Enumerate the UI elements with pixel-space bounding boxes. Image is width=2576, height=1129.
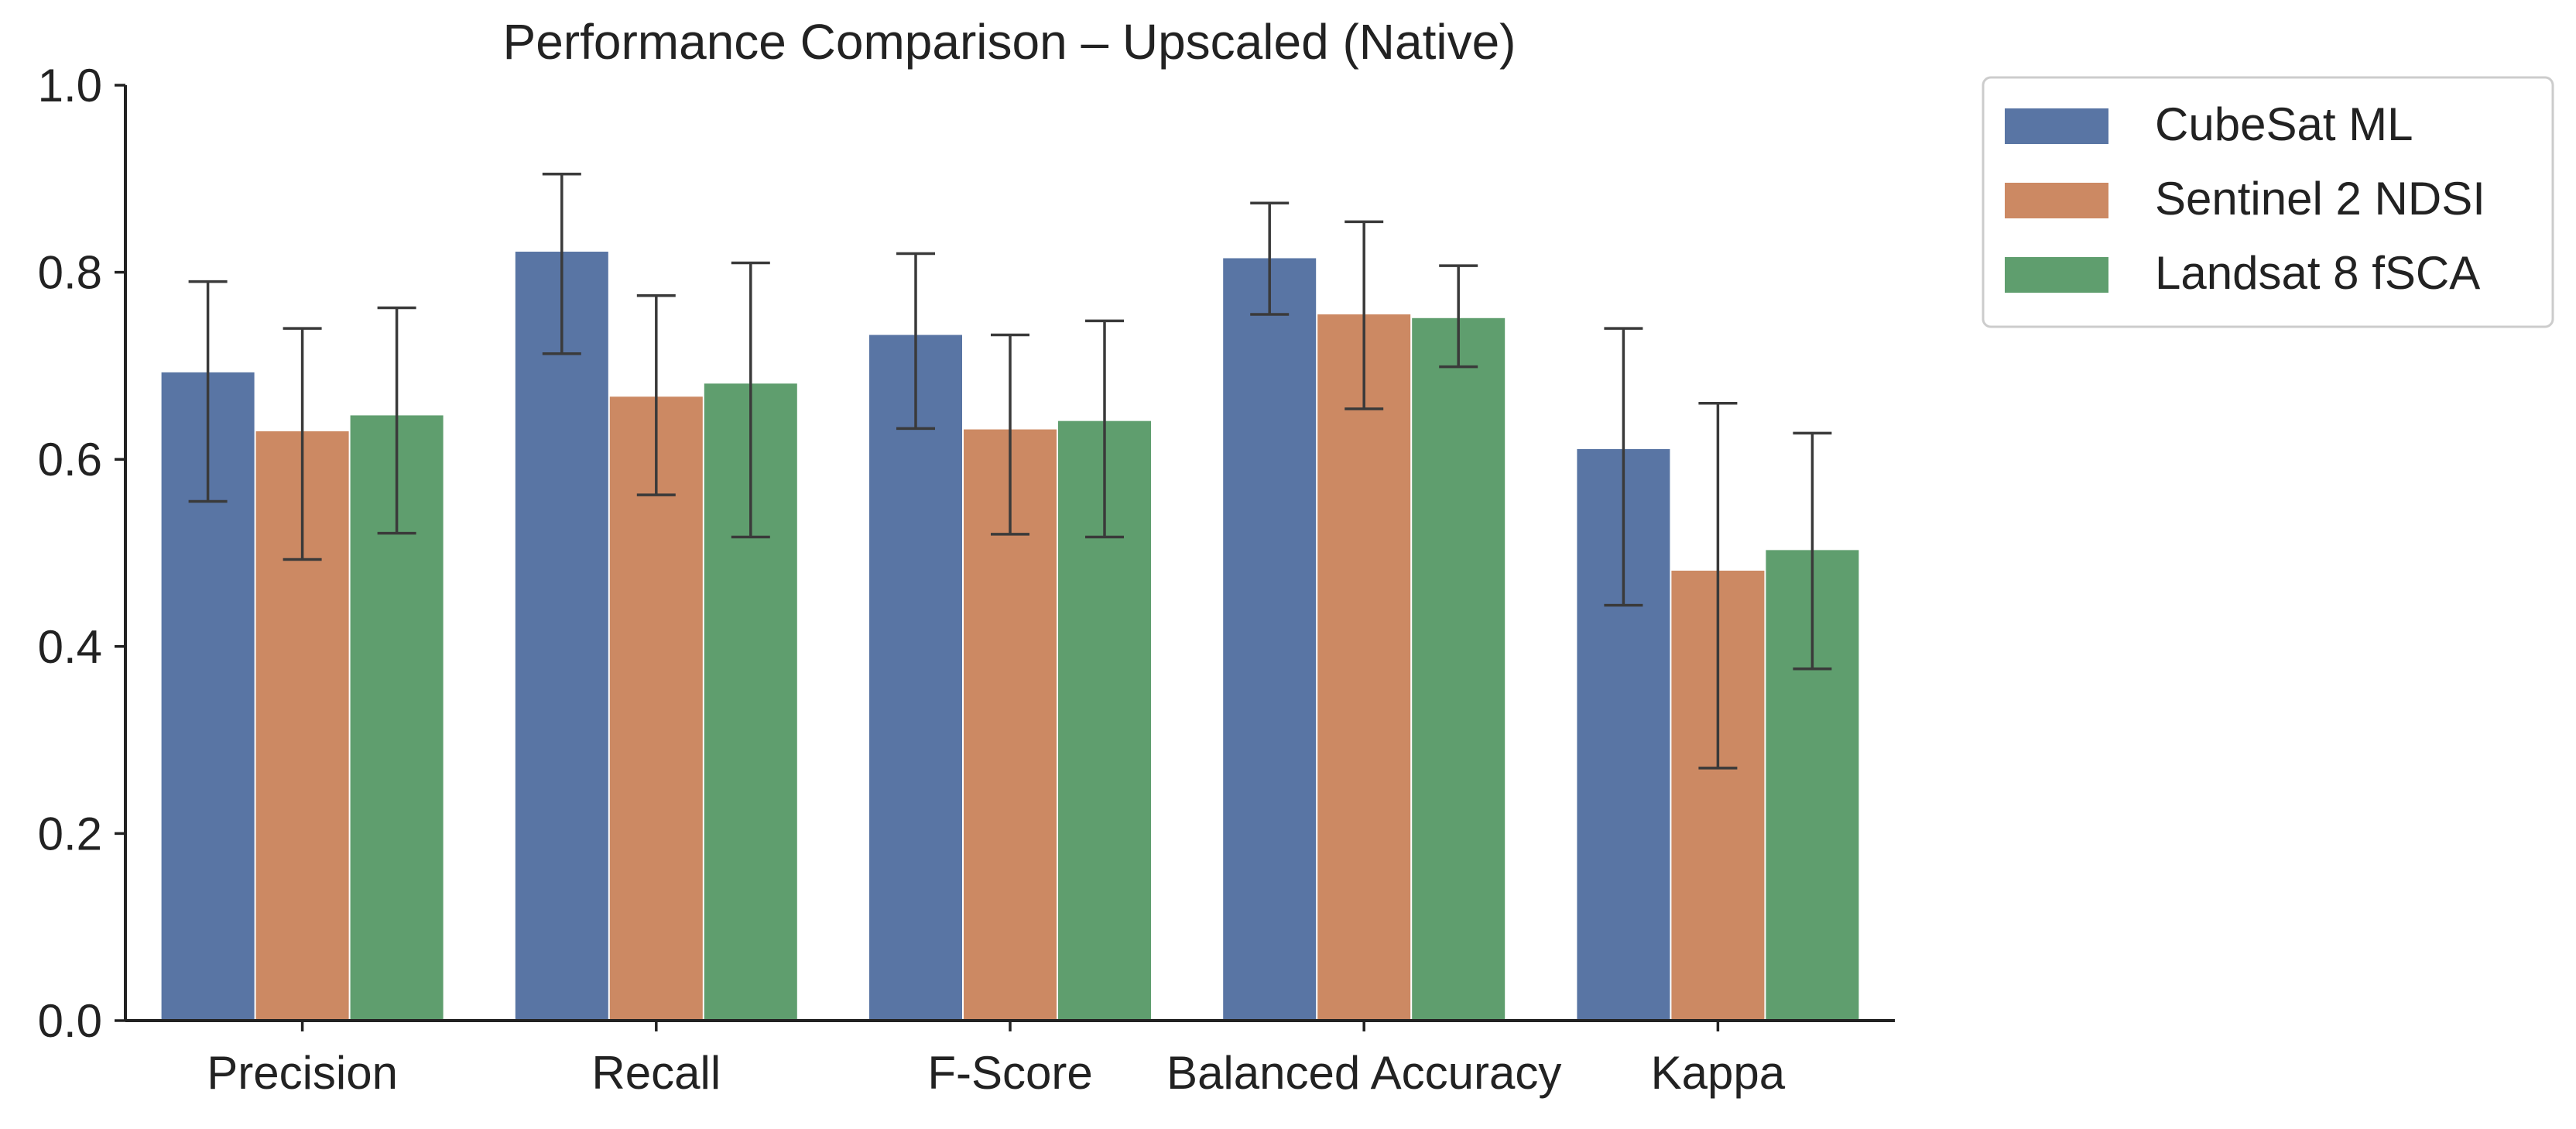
- error-bar-kappa-landsat-8-fsca: [1793, 431, 1832, 671]
- bar-balanced-accuracy-cubesat-ml: [1223, 258, 1317, 1021]
- error-bar-f-score-cubesat-ml: [896, 252, 935, 431]
- error-bars-layer: [188, 173, 1832, 770]
- error-bar-balanced-accuracy-cubesat-ml: [1250, 201, 1290, 316]
- legend: CubeSat ML Sentinel 2 NDSI Landsat 8 fSCA: [1982, 76, 2554, 328]
- error-bar-kappa-sentinel-2-ndsi: [1698, 401, 1738, 770]
- bar-balanced-accuracy-landsat-8-fsca: [1412, 317, 1506, 1021]
- x-tick-label: Precision: [207, 1047, 398, 1099]
- y-tick-label: 0.6: [38, 434, 102, 486]
- error-bar-recall-sentinel-2-ndsi: [636, 294, 676, 496]
- bar-f-score-cubesat-ml: [869, 335, 962, 1021]
- legend-item-cubesat-ml: CubeSat ML: [2005, 98, 2413, 150]
- error-bar-precision-cubesat-ml: [188, 280, 228, 503]
- bars-layer: [161, 252, 1859, 1021]
- y-tick-label: 0.8: [38, 247, 102, 299]
- y-tick-label: 0.2: [38, 808, 102, 860]
- bar-recall-sentinel-2-ndsi: [609, 396, 703, 1021]
- error-bar-f-score-sentinel-2-ndsi: [991, 333, 1029, 536]
- error-bar-precision-sentinel-2-ndsi: [283, 327, 322, 561]
- y-tick-label: 0.4: [38, 621, 102, 673]
- chart-title: Performance Comparison – Upscaled (Nativ…: [503, 14, 1516, 70]
- error-bar-balanced-accuracy-sentinel-2-ndsi: [1345, 220, 1384, 410]
- y-tick-label: 1.0: [38, 60, 102, 112]
- legend-swatch: [2005, 108, 2108, 144]
- legend-box: [1982, 76, 2554, 328]
- bar-recall-cubesat-ml: [515, 252, 608, 1021]
- legend-label: CubeSat ML: [2155, 98, 2413, 150]
- x-tick-label: Balanced Accuracy: [1166, 1047, 1561, 1099]
- error-bar-recall-landsat-8-fsca: [731, 261, 770, 539]
- x-tick-label: F-Score: [927, 1047, 1092, 1099]
- error-bar-kappa-cubesat-ml: [1604, 327, 1643, 607]
- x-tick-label: Recall: [591, 1047, 721, 1099]
- legend-swatch: [2005, 257, 2108, 293]
- y-tick-label: 0.0: [38, 995, 102, 1047]
- legend-label: Landsat 8 fSCA: [2155, 247, 2480, 299]
- legend-item-landsat-8-fsca: Landsat 8 fSCA: [2005, 247, 2480, 299]
- legend-item-sentinel-2-ndsi: Sentinel 2 NDSI: [2005, 173, 2485, 225]
- error-bar-precision-landsat-8-fsca: [377, 306, 416, 535]
- x-tick-label: Kappa: [1651, 1047, 1786, 1099]
- legend-swatch: [2005, 183, 2108, 218]
- axes-layer: Precision Recall F-Score Balanced Accuracy K…: [38, 60, 1895, 1099]
- error-bar-f-score-landsat-8-fsca: [1085, 319, 1124, 539]
- bar-balanced-accuracy-sentinel-2-ndsi: [1317, 314, 1411, 1021]
- error-bar-balanced-accuracy-landsat-8-fsca: [1439, 264, 1478, 369]
- legend-label: Sentinel 2 NDSI: [2155, 173, 2485, 225]
- error-bar-recall-cubesat-ml: [542, 173, 581, 355]
